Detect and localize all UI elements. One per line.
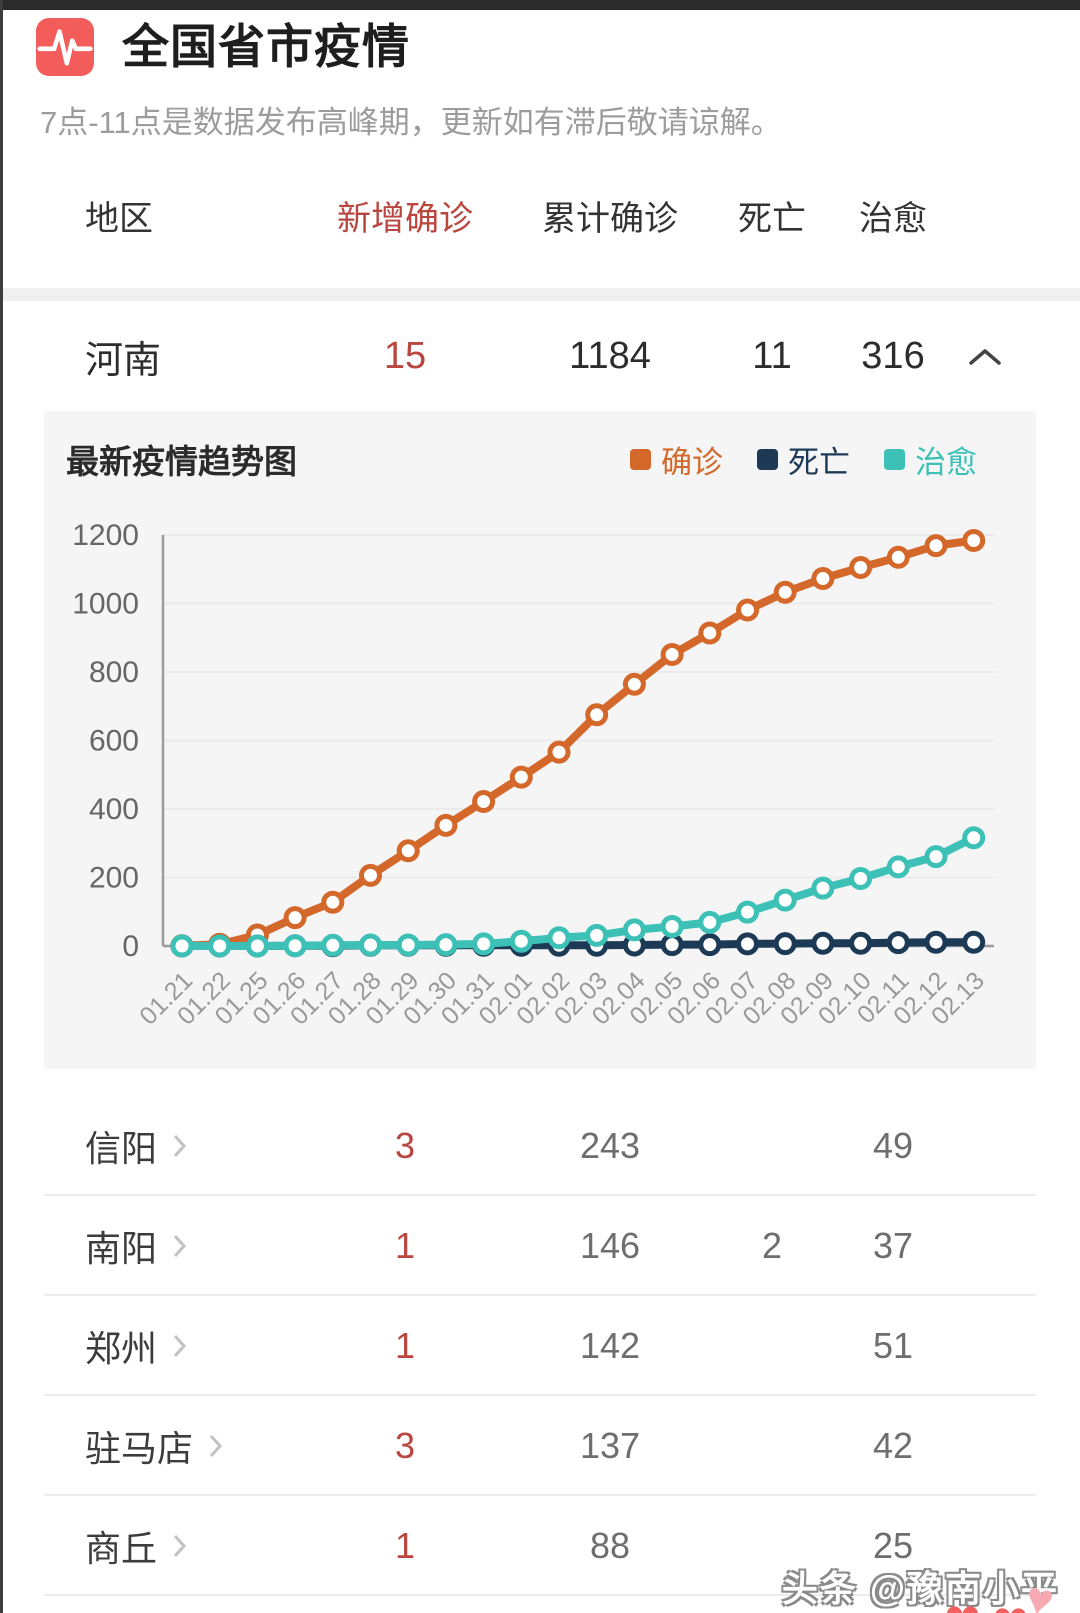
province-total-confirmed: 1184	[569, 334, 651, 377]
city-cured: 25	[872, 1525, 914, 1566]
legend-item-confirmed: 确诊	[630, 437, 723, 482]
column-deaths[interactable]: 死亡	[738, 199, 806, 238]
top-edge-bar	[0, 0, 1080, 10]
city-total-confirmed: 146	[579, 1225, 641, 1266]
province-deaths: 11	[752, 334, 792, 377]
column-cured[interactable]: 治愈	[859, 199, 927, 238]
heart-icon: ♥	[992, 1592, 1029, 1613]
chart-legend: 确诊 死亡 治愈	[630, 437, 977, 482]
city-cured: 49	[872, 1125, 914, 1166]
app-header: 全国省市疫情	[0, 0, 1080, 76]
column-total-confirmed[interactable]: 累计确诊	[542, 199, 678, 238]
svg-text:400: 400	[89, 793, 139, 826]
page-title: 全国省市疫情	[122, 20, 410, 73]
chevron-right-icon	[171, 1532, 188, 1560]
section-divider	[0, 288, 1080, 301]
city-name: 郑州	[85, 1328, 158, 1369]
city-row-zhengzhou[interactable]: 郑州 1 142 51	[0, 1296, 1080, 1396]
svg-text:800: 800	[89, 656, 139, 689]
city-row-shangqiu[interactable]: 商丘 1 88 25	[0, 1496, 1080, 1596]
cured-swatch-icon	[884, 448, 905, 470]
legend-item-cured: 治愈	[884, 437, 977, 482]
city-new-confirmed: 1	[394, 1525, 416, 1566]
city-total-confirmed: 142	[579, 1325, 641, 1366]
table-header-row: 地区 新增确诊 累计确诊 死亡 治愈	[0, 142, 1080, 288]
city-list: 信阳 3 243 49 南阳 1 146 2 37 郑州 1 142 51	[0, 1069, 1080, 1596]
city-new-confirmed: 3	[394, 1125, 416, 1166]
chevron-right-icon	[171, 1232, 188, 1260]
city-new-confirmed: 1	[394, 1225, 416, 1266]
svg-text:1000: 1000	[72, 588, 139, 621]
left-edge-bar	[0, 0, 3, 1613]
city-deaths: 2	[761, 1225, 783, 1266]
city-total-confirmed: 243	[579, 1125, 641, 1166]
chevron-right-icon	[171, 1332, 188, 1360]
chart-title: 最新疫情趋势图	[66, 443, 297, 480]
column-new-confirmed[interactable]: 新增确诊	[337, 199, 473, 238]
confirmed-swatch-icon	[630, 448, 651, 470]
deaths-swatch-icon	[757, 448, 778, 470]
city-name: 驻马店	[85, 1428, 194, 1469]
city-cured: 42	[872, 1425, 914, 1466]
city-row-zhumadian[interactable]: 驻马店 3 137 42	[0, 1396, 1080, 1496]
page-subtitle: 7点-11点是数据发布高峰期，更新如有滞后敬请谅解。	[40, 105, 782, 140]
legend-item-deaths: 死亡	[757, 437, 850, 482]
trend-chart-svg: 02004006008001000120001.2101.2201.2501.2…	[72, 519, 994, 1030]
province-cured: 316	[861, 334, 925, 377]
province-row[interactable]: 河南 15 1184 11 316	[0, 301, 1080, 411]
heart-icon: ♥	[944, 1590, 981, 1613]
svg-text:200: 200	[89, 862, 139, 895]
column-region: 地区	[85, 199, 153, 238]
pulse-icon	[36, 18, 94, 76]
collapse-button[interactable]	[948, 335, 1022, 378]
chevron-right-icon	[171, 1132, 188, 1160]
city-total-confirmed: 137	[579, 1425, 641, 1466]
svg-text:0: 0	[122, 930, 139, 963]
svg-text:600: 600	[89, 725, 139, 758]
province-new-confirmed: 15	[383, 334, 427, 377]
city-cured: 51	[872, 1325, 914, 1366]
city-total-confirmed: 88	[589, 1525, 631, 1566]
chevron-right-icon	[207, 1432, 224, 1460]
province-name: 河南	[85, 339, 162, 382]
city-name: 信阳	[85, 1128, 158, 1169]
city-cured: 37	[872, 1225, 914, 1266]
city-row-xinyang[interactable]: 信阳 3 243 49	[0, 1096, 1080, 1196]
city-name: 商丘	[85, 1528, 158, 1569]
trend-chart-panel: 最新疫情趋势图 确诊 死亡 治愈 0 200 400 600 800 1000 1200 01…	[44, 411, 1036, 1069]
city-name: 南阳	[85, 1228, 158, 1269]
city-new-confirmed: 3	[394, 1425, 416, 1466]
svg-text:1200: 1200	[72, 519, 139, 552]
city-row-nanyang[interactable]: 南阳 1 146 2 37	[0, 1196, 1080, 1296]
watermark: 头条 @豫南小平	[781, 1568, 1059, 1609]
city-new-confirmed: 1	[394, 1325, 416, 1366]
chevron-up-icon	[967, 335, 1003, 378]
